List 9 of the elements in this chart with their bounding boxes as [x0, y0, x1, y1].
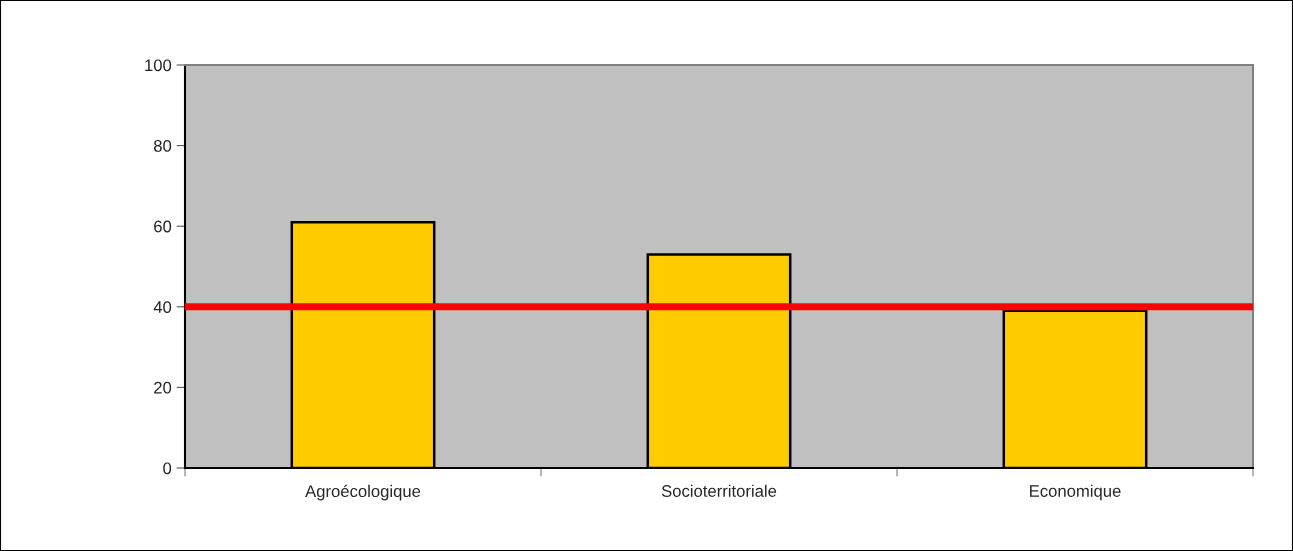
x-tick-label: Socioterritoriale	[661, 484, 777, 497]
y-tick-label: 60	[154, 220, 172, 233]
x-tick-label: Economique	[1030, 484, 1121, 501]
y-tick-label: 0	[163, 462, 172, 475]
y-tick-label: 100	[145, 59, 172, 72]
y-tick-label: 80	[153, 140, 172, 152]
x-tick-label: Agroécologique	[305, 484, 421, 501]
y-tick-label: 20	[154, 381, 172, 394]
y-tick-label: 40	[153, 301, 172, 313]
